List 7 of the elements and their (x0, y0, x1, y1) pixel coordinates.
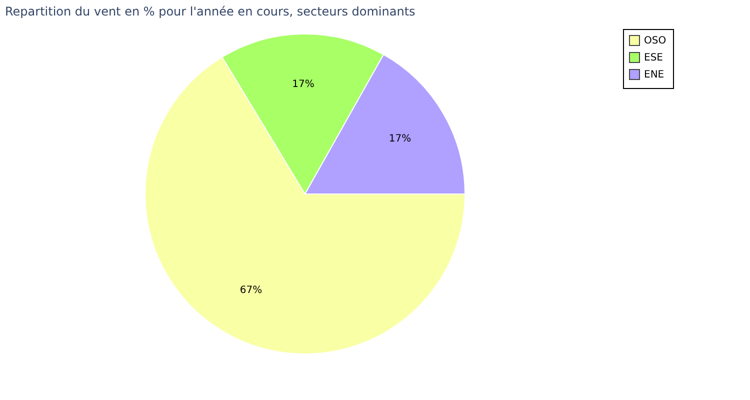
legend-label: OSO (644, 36, 666, 46)
chart-title: Repartition du vent en % pour l'année en cours, secteurs dominants (5, 4, 416, 18)
data-label: 67% (240, 284, 262, 296)
legend-label: ESE (644, 52, 663, 64)
data-label: 17% (292, 79, 314, 90)
data-label: 17% (388, 134, 412, 145)
legend-label: ENE (644, 70, 664, 80)
